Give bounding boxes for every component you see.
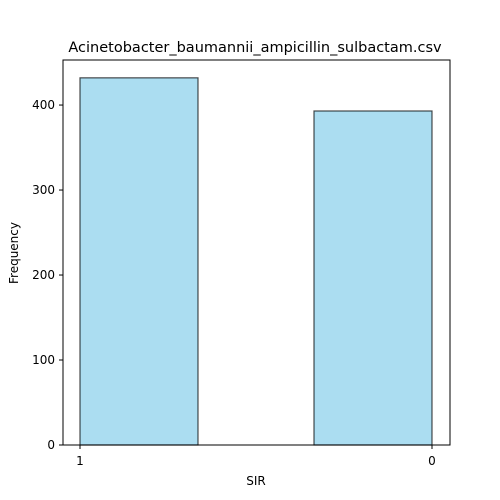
x-tick-label: 1 [76,454,84,468]
y-axis-label: Frequency [7,222,21,284]
x-axis-label: SIR [246,474,266,488]
bar-0 [313,110,433,446]
y-tick-label: 400 [32,98,55,112]
bar-1 [79,77,199,446]
y-tick-label: 200 [32,268,55,282]
y-tick-label: 300 [32,183,55,197]
plot-frame [62,59,451,446]
x-tick-label: 0 [428,454,436,468]
chart-title: Acinetobacter_baumannii_ampicillin_sulba… [68,40,442,56]
y-tick-label: 100 [32,353,55,367]
y-tick-label: 0 [47,438,55,452]
